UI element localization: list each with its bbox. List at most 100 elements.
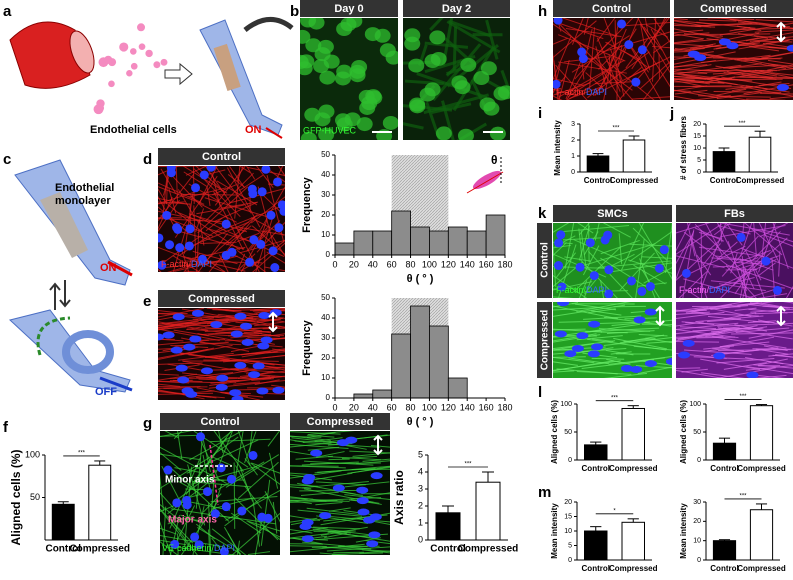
cell xyxy=(300,131,317,140)
fiber xyxy=(313,499,338,501)
panel-letter: k xyxy=(538,205,547,222)
fiber xyxy=(563,237,602,241)
fiber xyxy=(746,366,768,370)
fiber xyxy=(744,223,783,256)
nucleus xyxy=(681,268,691,278)
cell xyxy=(300,54,315,69)
fiber xyxy=(290,498,309,502)
fiber xyxy=(713,90,782,93)
fiber xyxy=(158,328,220,341)
fiber xyxy=(202,454,212,494)
fiber xyxy=(204,172,254,222)
fiber xyxy=(416,72,488,99)
fiber xyxy=(252,242,285,272)
y-tick-label: 0 xyxy=(418,534,423,544)
fiber xyxy=(676,223,691,252)
x-tick-label: 40 xyxy=(368,402,378,412)
y-tick-label: 0 xyxy=(326,393,331,402)
nucleus xyxy=(175,364,188,372)
histogram-bar xyxy=(391,210,411,256)
fiber xyxy=(767,64,793,71)
fiber xyxy=(158,308,205,318)
nucleus xyxy=(268,246,278,256)
nucleus xyxy=(746,371,759,378)
nucleus xyxy=(206,166,216,172)
fiber xyxy=(264,266,285,272)
fiber xyxy=(553,37,568,45)
fiber xyxy=(333,551,365,554)
fiber xyxy=(250,462,280,485)
micrograph xyxy=(553,302,672,378)
panel-header-text: Day 0 xyxy=(334,3,363,15)
fiber xyxy=(707,18,755,21)
x-tick-label: 120 xyxy=(441,259,456,269)
fiber xyxy=(228,187,285,204)
fiber xyxy=(676,369,724,378)
fiber xyxy=(674,78,725,84)
nucleus xyxy=(216,463,226,473)
fiber xyxy=(233,381,260,385)
fiber xyxy=(635,238,645,298)
fiber xyxy=(254,308,285,311)
y-axis-label: Aligned cells (%) xyxy=(550,400,559,464)
fiber xyxy=(723,327,764,330)
fiber xyxy=(676,340,720,343)
panel-letter: m xyxy=(538,484,551,501)
fiber xyxy=(179,225,225,256)
fiber xyxy=(158,218,227,223)
fiber xyxy=(719,223,723,243)
fiber xyxy=(696,336,736,339)
nucleus xyxy=(260,336,273,344)
endothelial-cell xyxy=(145,49,153,58)
fiber xyxy=(674,18,688,21)
panel-header-text: Compressed xyxy=(700,3,767,15)
fiber xyxy=(177,189,195,218)
nucleus xyxy=(370,472,383,480)
nucleus xyxy=(637,45,647,55)
fiber xyxy=(441,100,455,140)
bar xyxy=(748,136,772,173)
fiber xyxy=(243,331,270,334)
nucleus xyxy=(633,316,646,324)
panel-header-text: Control xyxy=(592,3,631,15)
x-tick-label: 140 xyxy=(460,259,475,269)
fiber xyxy=(239,466,254,502)
fiber xyxy=(564,223,575,269)
fiber xyxy=(187,257,246,272)
panel-letter: h xyxy=(538,3,547,20)
fiber xyxy=(768,63,793,67)
fiber xyxy=(233,431,244,486)
fiber xyxy=(737,255,780,270)
fiber xyxy=(425,101,442,140)
fiber xyxy=(674,64,712,72)
nucleus xyxy=(182,495,192,505)
histogram-bar xyxy=(466,230,487,256)
fiber xyxy=(160,453,200,461)
fiber xyxy=(629,231,672,262)
stain-label: F-actin/DAPI xyxy=(161,259,212,269)
endothelial-cell xyxy=(138,43,146,51)
x-tick-label: Compressed xyxy=(69,544,130,555)
fiber xyxy=(719,341,770,348)
fiber xyxy=(213,431,244,472)
fiber xyxy=(158,351,191,359)
fiber xyxy=(200,241,237,245)
stain-label: F-actin/DAPI xyxy=(556,87,607,97)
nucleus xyxy=(197,254,207,264)
nucleus xyxy=(332,484,345,492)
fiber xyxy=(290,515,321,522)
fiber xyxy=(172,255,201,272)
fiber xyxy=(637,366,672,375)
nucleus xyxy=(363,516,376,524)
x-tick-label: Control xyxy=(45,544,81,555)
panel-header xyxy=(676,205,793,222)
y-tick-label: 10 xyxy=(564,528,572,535)
fiber xyxy=(290,499,312,505)
fiber xyxy=(485,19,499,60)
y-tick-label: 2 xyxy=(571,137,575,144)
fiber xyxy=(621,223,645,271)
fiber xyxy=(585,327,660,333)
fiber xyxy=(767,368,793,375)
fiber xyxy=(328,507,351,512)
